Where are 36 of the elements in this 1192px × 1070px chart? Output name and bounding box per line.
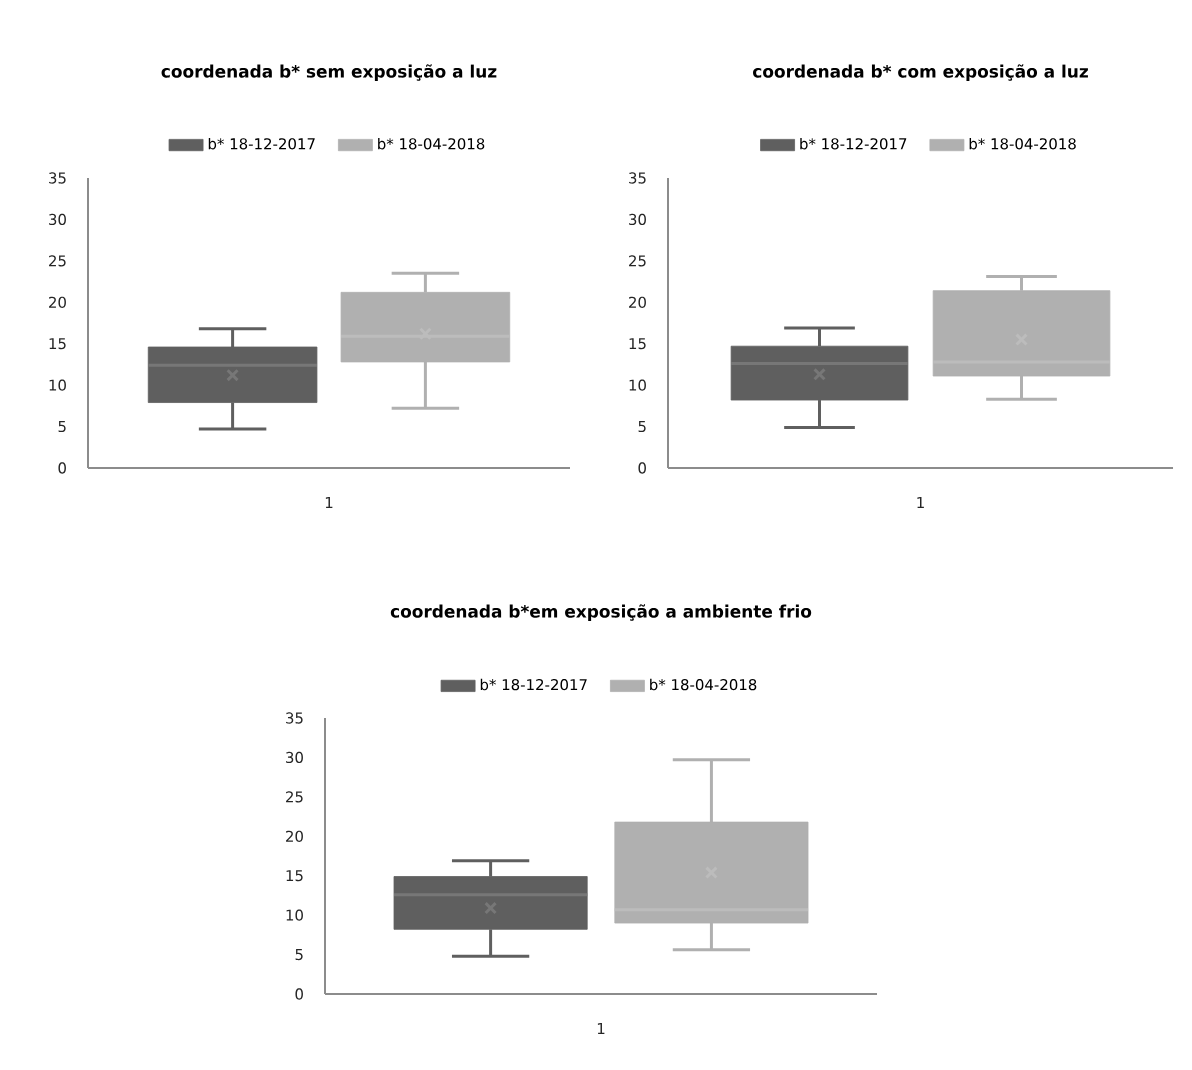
x-tick-label: 1 — [325, 497, 333, 508]
legend-label: b* 18-04-2018 — [378, 137, 485, 150]
y-tick-label: 30 — [629, 213, 646, 226]
chart-title: coordenada b* sem exposição a luz — [161, 64, 497, 82]
y-tick-label: 20 — [629, 296, 646, 308]
y-tick-label: 35 — [629, 172, 646, 184]
y-tick-label: 35 — [286, 712, 303, 724]
y-tick-label: 10 — [286, 909, 303, 921]
y-tick-label: 5 — [295, 949, 303, 961]
y-tick-label: 30 — [49, 213, 66, 226]
y-tick-label: 25 — [629, 255, 646, 267]
y-tick-label: 35 — [49, 172, 66, 184]
legend-label: b* 18-04-2018 — [969, 137, 1076, 150]
y-tick-label: 5 — [638, 421, 646, 433]
x-tick-label: 1 — [597, 1023, 605, 1034]
y-tick-label: 20 — [49, 296, 66, 308]
y-tick-label: 25 — [286, 791, 303, 803]
legend-label: b* 18-12-2017 — [800, 137, 907, 150]
y-tick-label: 25 — [49, 255, 66, 267]
x-tick-label: 1 — [917, 497, 924, 508]
chart-title: coordenada b* com exposição a luz — [753, 64, 1088, 82]
y-tick-label: 10 — [629, 379, 646, 391]
y-tick-label: 15 — [49, 338, 66, 350]
legend-label: b* 18-12-2017 — [480, 678, 587, 691]
y-tick-label: 0 — [295, 988, 303, 1000]
legend-label: b* 18-04-2018 — [650, 678, 757, 691]
y-tick-label: 15 — [629, 338, 646, 350]
legend-label: b* 18-12-2017 — [208, 137, 315, 150]
y-tick-label: 20 — [286, 830, 303, 842]
y-tick-label: 0 — [58, 462, 66, 474]
y-tick-label: 5 — [58, 421, 66, 433]
chart-title: coordenada b*em exposição a ambiente frio — [390, 604, 812, 622]
y-tick-label: 30 — [286, 751, 303, 764]
y-tick-label: 10 — [49, 379, 66, 391]
y-tick-label: 15 — [286, 870, 303, 882]
y-tick-label: 0 — [638, 462, 646, 474]
